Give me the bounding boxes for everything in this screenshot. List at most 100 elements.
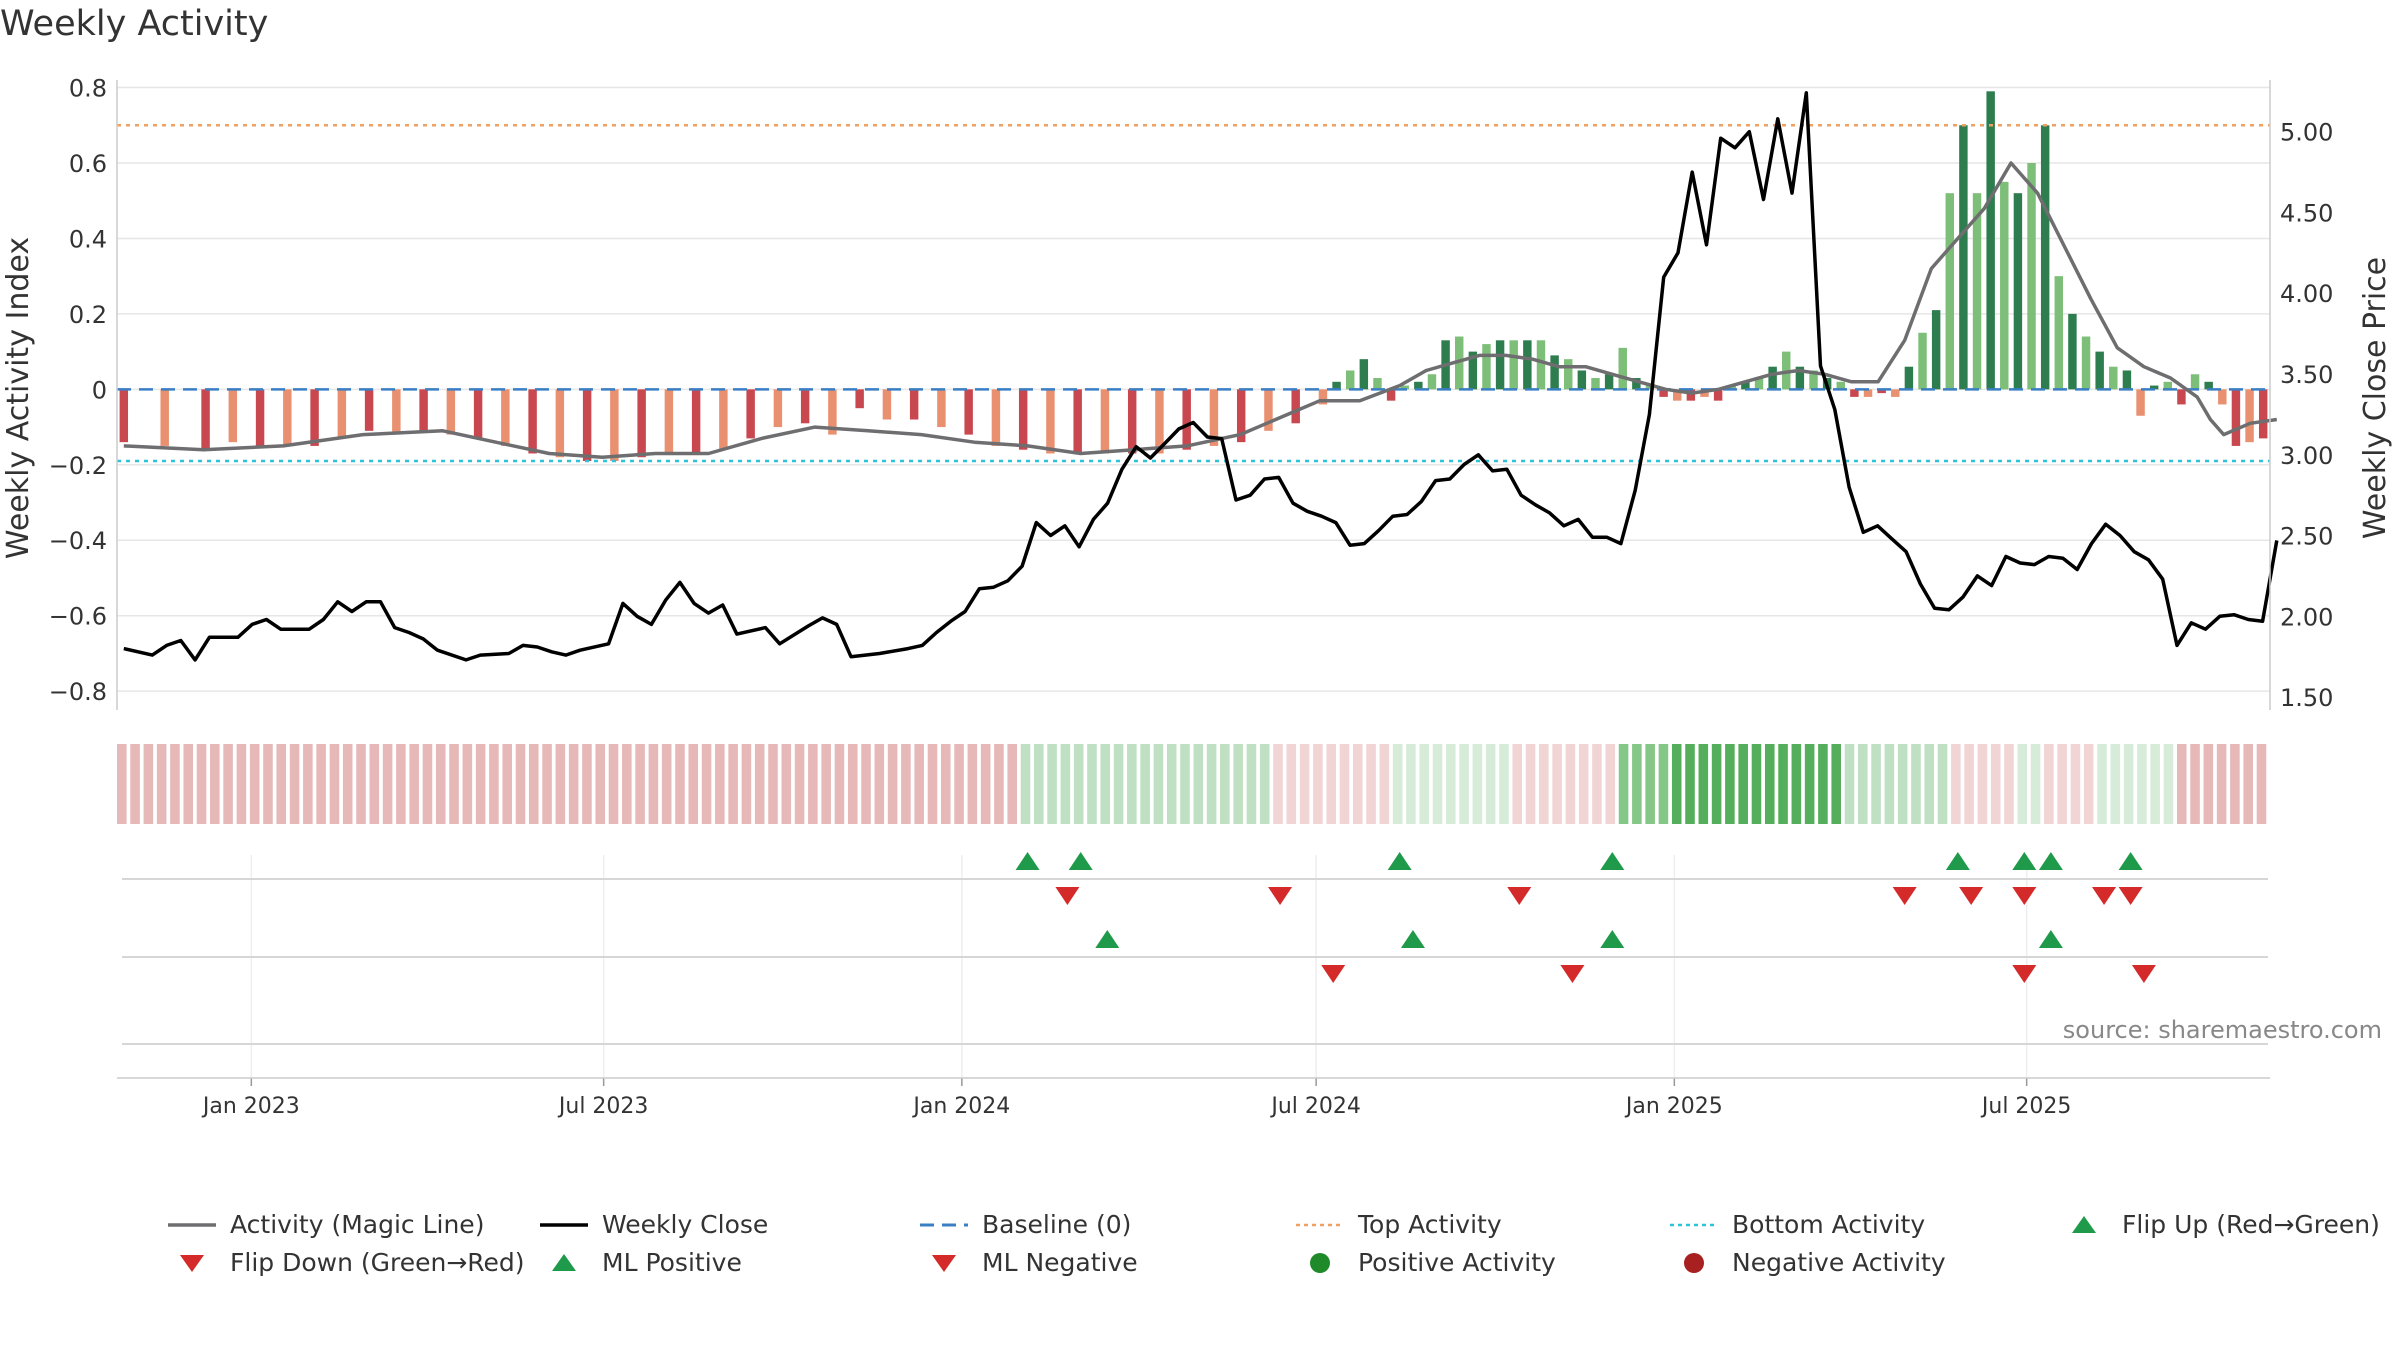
regime-cell [1419, 744, 1430, 824]
regime-cell [2004, 744, 2014, 824]
activity-bars [119, 91, 2268, 462]
regime-cell [435, 744, 446, 824]
regime-cell [1127, 744, 1137, 824]
regime-cell [980, 744, 991, 824]
regime-cell [1818, 744, 1828, 824]
regime-cell [940, 744, 951, 824]
legend-item: ML Positive [532, 1248, 742, 1277]
regime-cell [821, 744, 831, 824]
activity-bar [555, 389, 565, 458]
x-tick-label: Jan 2023 [201, 1094, 300, 1119]
regime-cell [1937, 744, 1948, 824]
flip-up-marker [1600, 852, 1625, 870]
regime-cell [2070, 744, 2081, 824]
regime-cell [675, 744, 685, 824]
legend-item: Negative Activity [1662, 1248, 1946, 1277]
regime-cell [1592, 744, 1602, 824]
regime-cell [754, 744, 765, 824]
activity-bar [473, 389, 483, 439]
regime-cell [2163, 744, 2174, 824]
legend-item: Weekly Close [532, 1210, 768, 1239]
regime-cell [382, 744, 393, 824]
regime-cell [1804, 744, 1815, 824]
activity-bar [1863, 389, 1873, 397]
regime-cell [409, 744, 419, 824]
regime-cell [356, 744, 366, 824]
activity-bar [1577, 370, 1587, 390]
regime-cell [289, 744, 300, 824]
regime-cell [2030, 744, 2041, 824]
regime-cell [1113, 744, 1124, 824]
activity-bar [1291, 389, 1300, 424]
regime-cell [688, 744, 699, 824]
activity-bar [364, 389, 374, 431]
activity-bar [2000, 181, 2009, 390]
legend-triangle-down-icon [180, 1254, 204, 1272]
legend-item: Activity (Magic Line) [160, 1210, 484, 1239]
regime-cell [502, 744, 512, 824]
legend-label: Negative Activity [1732, 1248, 1946, 1277]
activity-bar [691, 389, 701, 454]
activity-bar [1673, 389, 1682, 401]
regime-cell [1791, 744, 1802, 824]
activity-bar [2068, 313, 2077, 390]
activity-bar [1454, 336, 1464, 390]
regime-cell [1034, 744, 1044, 824]
y-tick-left: −0.2 [49, 452, 107, 480]
legend-label: Bottom Activity [1732, 1210, 1926, 1239]
regime-cell [1844, 744, 1855, 824]
activity-bar [1345, 370, 1355, 390]
regime-cell [2137, 744, 2147, 824]
activity-bar [1264, 389, 1273, 431]
regime-cell [1977, 744, 1988, 824]
regime-cell [1685, 744, 1695, 824]
legend: Activity (Magic Line) Weekly Close Baselin… [160, 1210, 2400, 1300]
regime-cell [1166, 744, 1177, 824]
regime-cell [263, 744, 273, 824]
regime-cell [1273, 744, 1283, 824]
activity-bar [1400, 385, 1409, 390]
activity-bar [1414, 381, 1423, 390]
regime-cell [741, 744, 752, 824]
regime-cell [329, 744, 340, 824]
x-tick-label: Jan 2024 [911, 1094, 1010, 1119]
regime-cell [223, 744, 233, 824]
regime-cell [1140, 744, 1150, 824]
legend-swatch [1310, 1252, 1330, 1273]
regime-cell [555, 744, 566, 824]
legend-circle-icon [1684, 1252, 1704, 1273]
legend-swatch [1670, 1223, 1718, 1226]
regime-cell [1073, 744, 1084, 824]
y-tick-right: 3.00 [2280, 442, 2333, 470]
y-tick-right: 4.00 [2280, 280, 2333, 308]
y-tick-right: 1.50 [2280, 684, 2333, 712]
legend-label: Flip Down (Green→Red) [230, 1248, 525, 1277]
regime-cell [1007, 744, 1018, 824]
regime-cell [568, 744, 579, 824]
regime-cell [927, 744, 938, 824]
activity-bar [1073, 389, 1082, 454]
legend-item: Bottom Activity [1662, 1210, 1925, 1239]
activity-bar [664, 389, 674, 454]
activity-bar [1754, 378, 1764, 390]
regime-cell [887, 744, 898, 824]
legend-label: Flip Up (Red→Green) [2122, 1210, 2380, 1239]
regime-cell [1352, 744, 1363, 824]
activity-bar [1700, 389, 1709, 397]
activity-bar [1727, 385, 1736, 390]
activity-bar [1877, 389, 1886, 394]
regime-cell [2097, 744, 2107, 824]
activity-bar [446, 389, 456, 435]
activity-bar [2204, 381, 2213, 390]
activity-bar [719, 389, 728, 450]
regime-cell [1711, 744, 1722, 824]
regime-cell [1725, 744, 1735, 824]
legend-label: Top Activity [1358, 1210, 1502, 1239]
flip-down-marker [2118, 887, 2143, 905]
activity-bar [1100, 389, 1110, 454]
regime-cell [342, 744, 353, 824]
regime-cell [781, 744, 792, 824]
regime-cell [1858, 744, 1868, 824]
activity-bar [1482, 344, 1491, 390]
y-axis-label-left: Weekly Activity Index [1, 237, 36, 559]
